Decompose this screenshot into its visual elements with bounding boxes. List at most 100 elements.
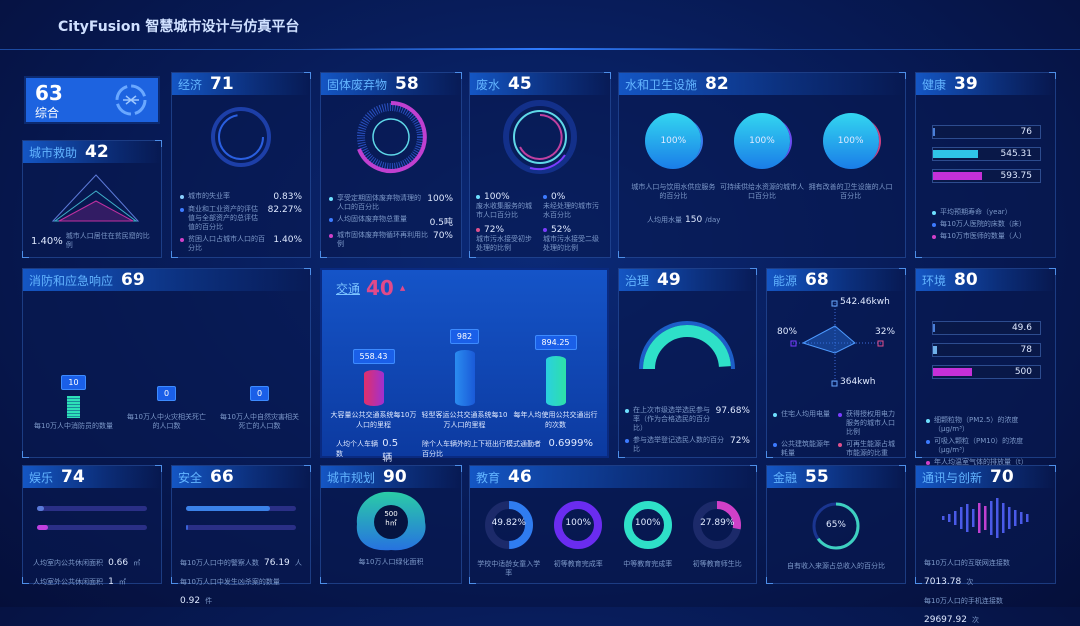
legend-item: 每10万人医院的床数（床） [932, 220, 1039, 229]
wave-bar [942, 516, 945, 520]
legend-item: 商业和工业资产的评估值与全部资产的总评估值的百分比 82.27% [180, 205, 302, 232]
wave-bar [960, 507, 963, 529]
legend-item: 细颗粒物（PM2.5）的浓度（μg/m³） [926, 416, 1045, 434]
stat-line: 每10万人口的互联网连接数 7013.78 次 [924, 559, 1010, 587]
stat-line: 每10万人口中发生凶杀案的数量 0.92 件 [180, 578, 280, 606]
energy-radar-chart: 542.46kwh 80% 32% 364kwh [777, 297, 896, 387]
environment-bar: 49.6 [932, 321, 1041, 335]
legend-item: 平均预期寿命（year） [932, 208, 1039, 217]
wave-bar [948, 514, 951, 522]
ring-value: 100% [565, 518, 592, 528]
planning-label: 每10万人口绿化面积 [358, 558, 424, 566]
environment-bar: 500 [932, 365, 1041, 379]
panel-water-sanitation: 水和卫生设施 82 100% 城市人口与饮用水供应服务的百分比 100% 可持续供给水… [618, 72, 906, 258]
legend-item: 城市的失业率 0.83% [180, 192, 302, 202]
progress-bar [37, 525, 147, 530]
ring-value: 27.89% [700, 518, 735, 528]
progress-bar [186, 506, 296, 511]
wave-bar [984, 506, 987, 530]
stat-line: 人均室外公共休闲面积 1 ㎡ [33, 577, 126, 587]
panel-title: 消防和应急响应 [29, 273, 114, 288]
traffic-column-label: 轻型客运公共交通系统每10万人口的里程 [421, 411, 508, 429]
panel-safety: 安全 66 每10万人口中的警察人数 76.19 人 每10万人口中发生凶杀案的数… [171, 465, 311, 606]
panel-title: 城市规划 [327, 470, 376, 485]
wave-bar [1014, 510, 1017, 526]
finance-label: 自有收入来源占总收入的百分比 [787, 562, 885, 570]
progress-bar [186, 525, 296, 530]
wave-bar [996, 498, 999, 538]
panel-economy: 经济 71 城市的失业率 0.83% 商业和工业资产的评估值与全部资产的总评估值的百… [171, 72, 311, 258]
panel-fire-emergency: 消防和应急响应 69 10 每10万人中消防员的数量 0 每10万人中火灾相关死亡的人… [22, 268, 311, 458]
panel-title: 健康 [922, 77, 947, 92]
trend-up-icon: ▲ [399, 284, 406, 292]
wave-bar [954, 511, 957, 525]
panel-title: 交通 [336, 281, 361, 296]
panel-governance: 治理 49 在上次市级选举选民参与率（作为合格选民的百分比） 97.68% 参与选举… [618, 268, 757, 458]
health-bar: 76 [932, 125, 1041, 139]
panel-title: 教育 [476, 470, 501, 485]
panel-score: 40 [366, 276, 394, 300]
fire-stat: 0 每10万人中火灾相关死亡的人口数 [127, 381, 207, 431]
education-ring: 100% 初等教育完成率 [545, 498, 611, 578]
panel-score: 90 [383, 467, 407, 487]
panel-title: 能源 [773, 273, 798, 288]
wastewater-stat: 100% 废水收集服务的城市人口百分比 [476, 192, 532, 220]
panel-score: 49 [657, 270, 681, 290]
overall-score-card[interactable]: 63 综合 [24, 76, 160, 124]
panel-title: 金融 [773, 470, 798, 485]
wave-bar [1008, 507, 1011, 529]
wastewater-stat: 0% 未经处理的城市污水百分比 [543, 192, 599, 220]
traffic-column-label: 大容量公共交通系统每10万人口的里程 [330, 411, 417, 429]
ring-arc [554, 501, 603, 549]
ring-label: 初等教育师生比 [692, 560, 742, 568]
wastewater-stat: 72% 城市污水接受初步处理的比例 [476, 225, 532, 253]
health-bar: 545.31 [932, 147, 1041, 161]
panel-rescue: 城市救助 42 1.40% 城市人口居住在贫民窟的比例 [22, 140, 162, 258]
overall-label: 综合 [35, 106, 60, 120]
panel-title: 经济 [178, 77, 203, 92]
panel-solid-waste: 固体废弃物 58 享受定期固体废弃物清理的人口的百分比 100% 人均固体废弃物总重… [320, 72, 462, 258]
panel-score: 58 [395, 74, 419, 94]
panel-wastewater: 废水 45 100% 废水收集服务的城市人口百分比 0% 未经处理的城市污水百分比 7… [469, 72, 611, 258]
wastewater-stat: 52% 城市污水接受二级处理的比例 [543, 225, 599, 253]
legend-item: 获得授权用电力服务的城市人口比例 [838, 410, 899, 437]
panel-score: 69 [121, 270, 145, 290]
panel-score: 45 [508, 74, 532, 94]
traffic-column: 558.43 [329, 344, 419, 406]
health-bar: 593.75 [932, 169, 1041, 183]
ring-arc [623, 501, 672, 549]
stat-line: 人均室内公共休闲面积 0.66 ㎡ [33, 558, 141, 568]
legend-item: 住宅人均用电量 [773, 410, 834, 437]
panel-finance: 金融 55 65% 自有收入来源占总收入的百分比 [766, 465, 906, 584]
panel-title: 固体废弃物 [327, 77, 388, 92]
progress-bar [37, 506, 147, 511]
legend-item: 在上次市级选举选民参与率（作为合格选民的百分比） 97.68% [625, 406, 750, 433]
panel-title: 安全 [178, 470, 203, 485]
stat-line: 每10万人口的手机连接数 29697.92 次 [924, 597, 1003, 625]
panel-score: 71 [210, 74, 234, 94]
rescue-value: 1.40% [31, 235, 63, 247]
panel-score: 46 [508, 467, 532, 487]
fire-stat: 0 每10万人中自然灾害相关死亡的人口数 [220, 381, 300, 431]
ring-label: 学校中适龄女童入学率 [477, 560, 541, 578]
panel-score: 80 [954, 270, 978, 290]
panel-title: 通讯与创新 [922, 470, 983, 485]
wave-bar [1020, 512, 1023, 524]
ring-arc [484, 501, 533, 549]
education-ring: 49.82% 学校中适龄女童入学率 [476, 498, 542, 578]
panel-score: 82 [705, 74, 729, 94]
ring-value: 100% [634, 518, 661, 528]
traffic-column: 982 [420, 324, 510, 406]
water-gauge: 100% 城市人口与饮用水供应服务的百分比 [630, 113, 716, 201]
panel-traffic[interactable]: 交通 40 ▲ 558.43 982 894.25 大容量公共交通系统每10万人… [320, 268, 609, 464]
panel-score: 55 [805, 467, 829, 487]
fire-stat: 10 每10万人中消防员的数量 [34, 370, 114, 431]
panel-environment: 环境 80 49.6 78 500 细颗粒物（PM2.5）的浓度（μg/m³） 可… [915, 268, 1056, 466]
triangle-chart [51, 174, 140, 222]
panel-score: 74 [61, 467, 85, 487]
ring-arc [693, 501, 742, 549]
panel-health: 健康 39 76 545.31 593.75 平均预期寿命（year） 每10万人… [915, 72, 1056, 258]
wave-bar [978, 503, 981, 533]
ring-label: 初等教育完成率 [553, 560, 603, 568]
panel-urban-planning: 城市规划 90 500 h㎡ 每10万人口绿化面积 [320, 465, 462, 584]
